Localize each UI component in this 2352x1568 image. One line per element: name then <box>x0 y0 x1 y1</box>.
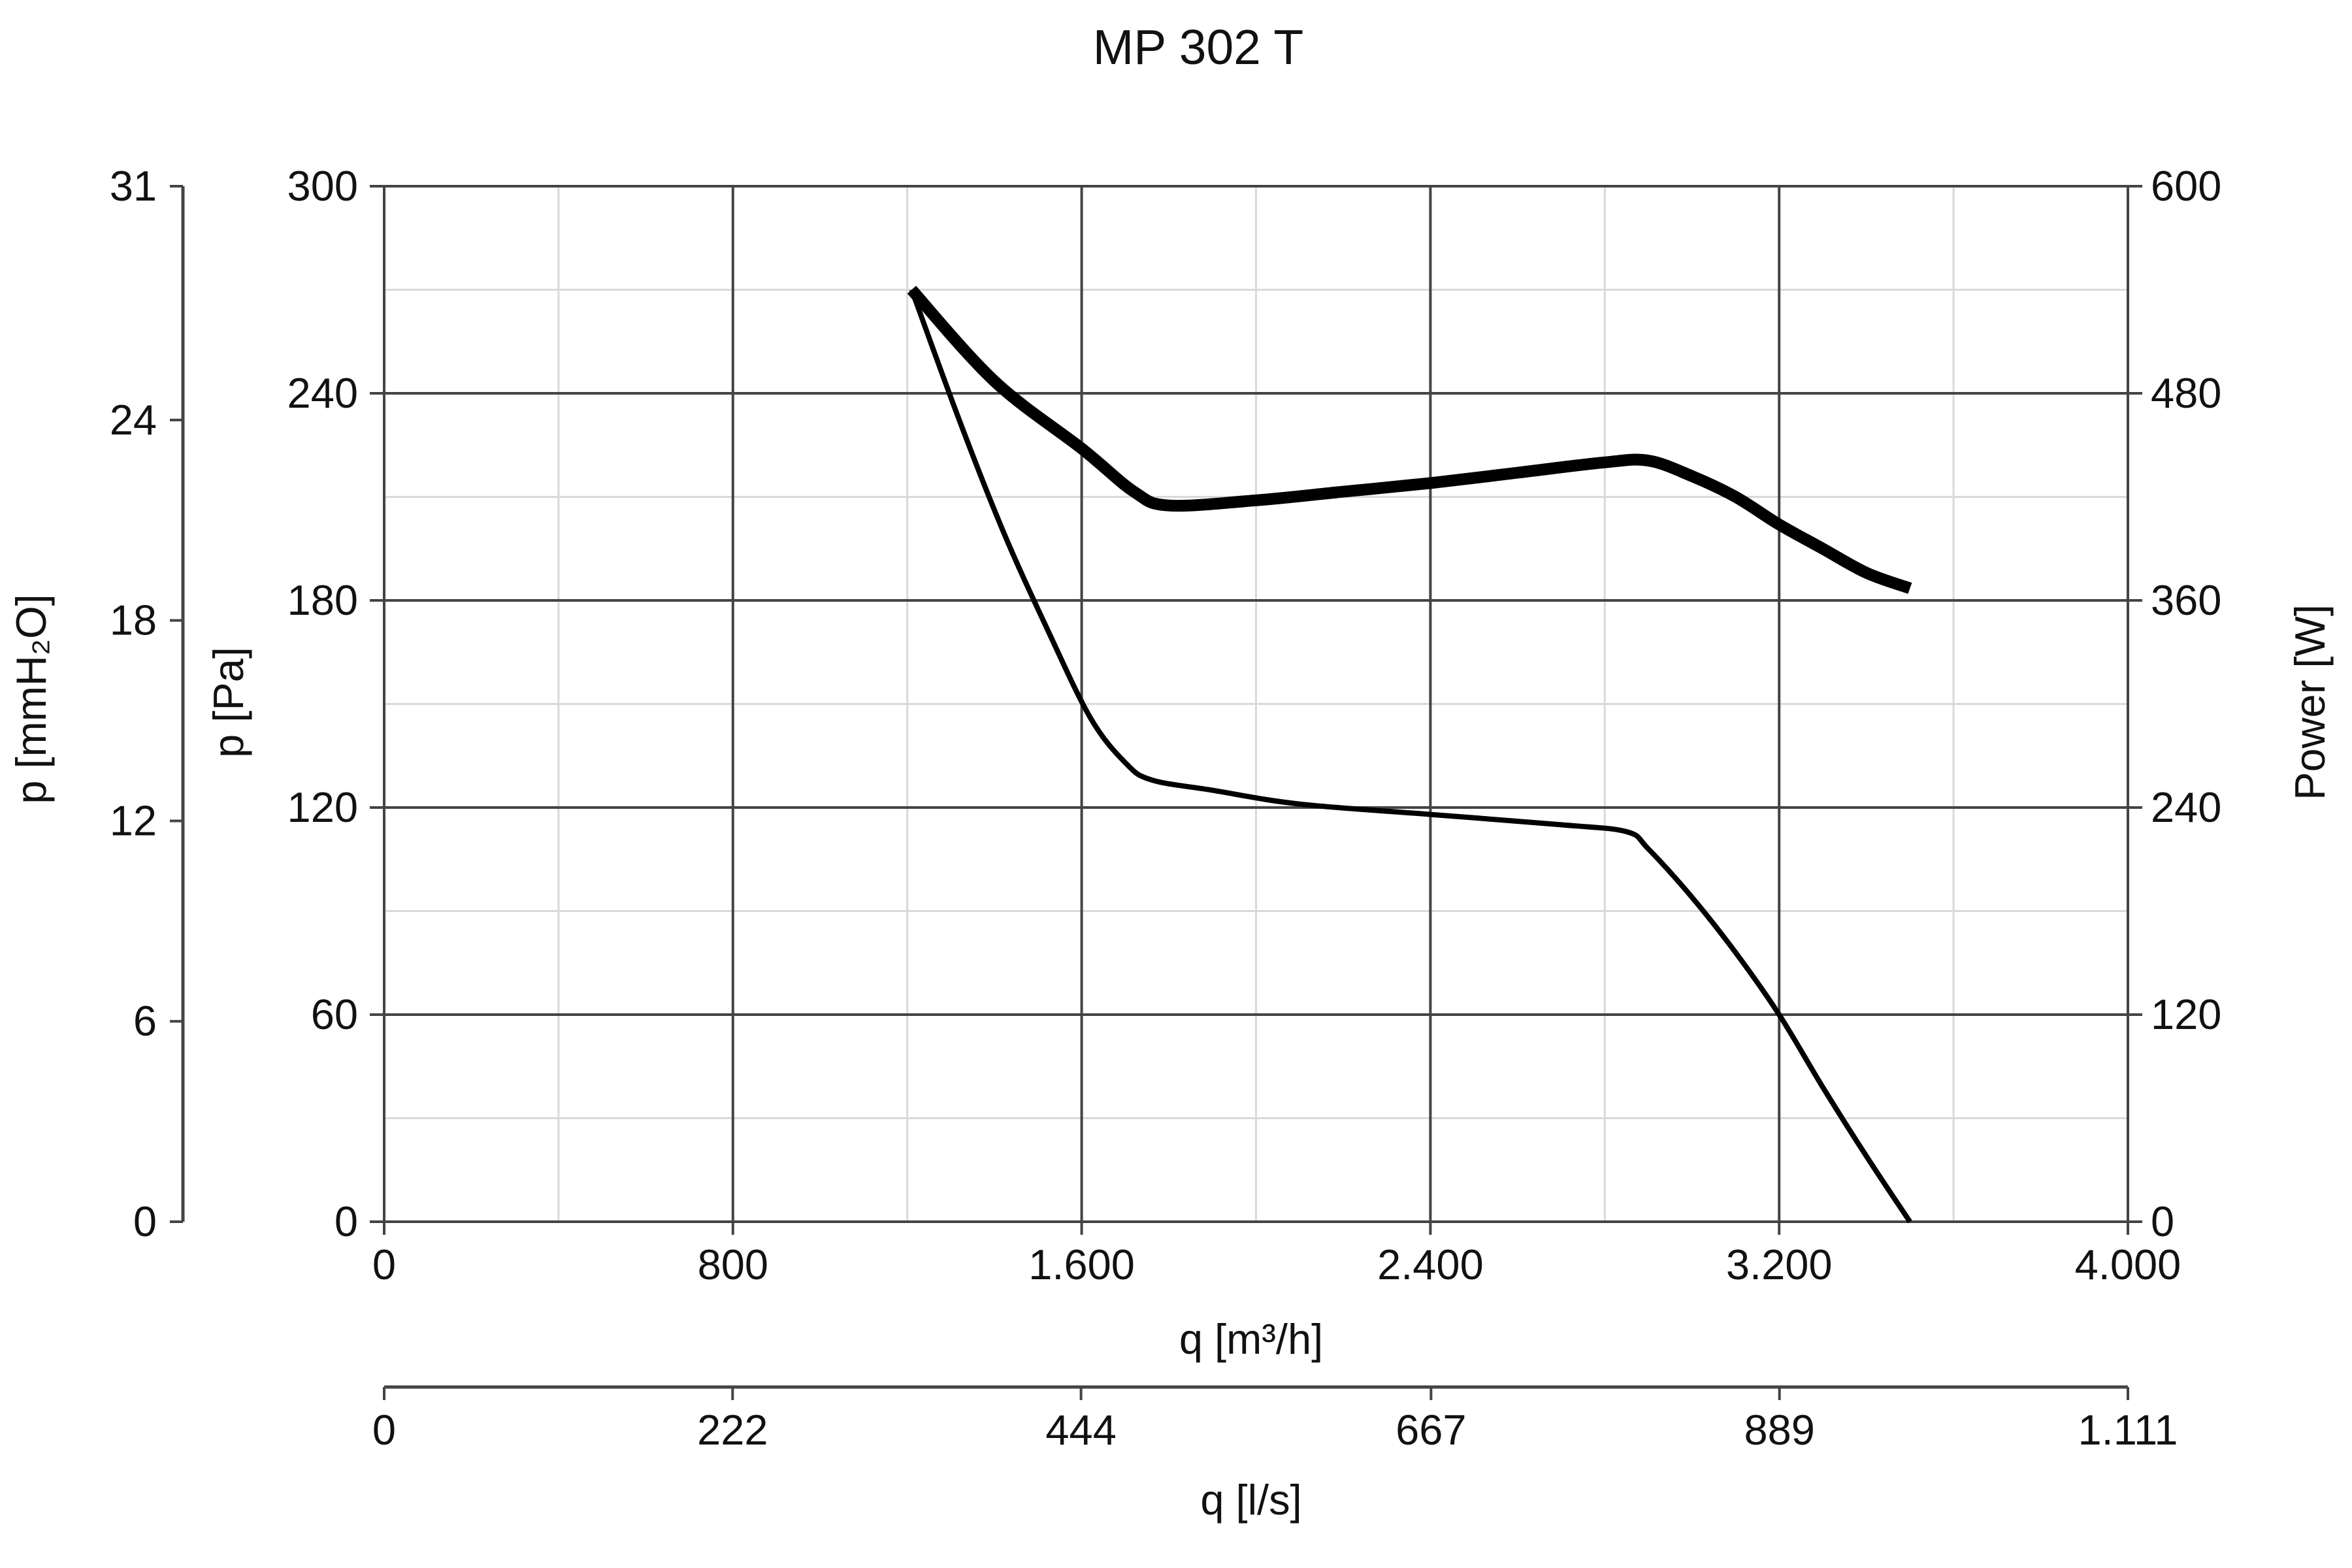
x2-axis-title: q [l/s] <box>1200 1476 1301 1524</box>
y-right-axis-title: Power [W] <box>2286 604 2334 800</box>
y-left-tick-label: 180 <box>287 576 358 624</box>
y-left-outer-tick-label: 0 <box>133 1198 157 1245</box>
series-line-pressure <box>909 289 1912 1224</box>
y-left-outer-tick-label: 18 <box>110 596 157 644</box>
x2-tick-label: 667 <box>1396 1406 1466 1454</box>
chart-title: MP 302 T <box>1093 20 1303 74</box>
x-axis-title: q [m³/h] <box>1179 1315 1323 1363</box>
y-left-outer-tick-label: 12 <box>110 796 157 844</box>
x-tick-label: 3.200 <box>1726 1241 1833 1288</box>
x-tick-label: 800 <box>698 1241 768 1288</box>
x2-tick-label: 1.111 <box>2078 1406 2178 1454</box>
x2-tick-label: 444 <box>1045 1406 1116 1454</box>
y-left-tick-label: 300 <box>287 162 358 210</box>
y-right-tick-label: 600 <box>2151 162 2221 210</box>
series-line-power <box>907 286 1912 595</box>
series <box>907 286 1912 1224</box>
y-right-tick-label: 120 <box>2151 990 2221 1038</box>
minor-gridlines <box>384 186 2128 1222</box>
y-right-tick-label: 240 <box>2151 783 2221 831</box>
y-left-tick-label: 240 <box>287 369 358 417</box>
x-tick-label: 1.600 <box>1028 1241 1135 1288</box>
y-right-tick-label: 360 <box>2151 576 2221 624</box>
x-tick-label: 2.400 <box>1377 1241 1484 1288</box>
x-tick-label: 0 <box>372 1241 396 1288</box>
x2-tick-label: 222 <box>697 1406 768 1454</box>
y-left-outer-axis-title: p [mmH₂O] <box>7 594 55 804</box>
y-left-outer-tick-label: 6 <box>133 997 157 1045</box>
y-left-axis-title: p [Pa] <box>204 647 252 758</box>
y-right-tick-label: 480 <box>2151 369 2221 417</box>
x2-tick-label: 0 <box>372 1406 396 1454</box>
x2-tick-label: 889 <box>1744 1406 1814 1454</box>
y-left-outer-tick-label: 24 <box>110 396 157 444</box>
axes <box>170 185 2142 1400</box>
y-right-tick-label: 0 <box>2151 1198 2174 1245</box>
y-left-tick-label: 120 <box>287 783 358 831</box>
x-tick-label: 4.000 <box>2075 1241 2181 1288</box>
y-left-outer-tick-label: 31 <box>110 162 157 210</box>
tick-labels: 0 60 120 180 240 300 0 120 240 360 480 600 0 6 12 18 24 3… <box>110 162 2222 1454</box>
y-left-tick-label: 0 <box>335 1198 358 1245</box>
y-left-tick-label: 60 <box>311 990 358 1038</box>
